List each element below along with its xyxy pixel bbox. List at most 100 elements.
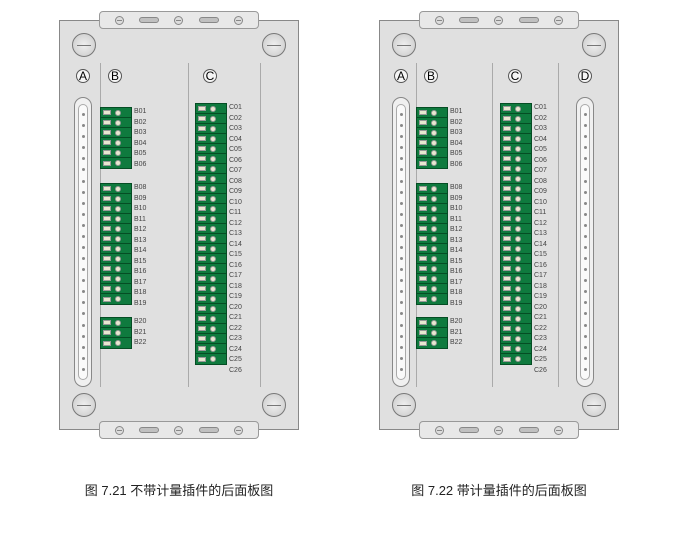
- terminal-row: [196, 154, 226, 164]
- pin-label: C12: [534, 219, 554, 229]
- pin-label: C16: [229, 261, 249, 271]
- terminal-pad: [103, 276, 111, 281]
- terminal-pad: [419, 140, 427, 145]
- terminal-pad: [503, 176, 511, 181]
- terminal-pad: [198, 156, 206, 161]
- pin-label: B13: [134, 236, 154, 246]
- pin-label: C18: [534, 282, 554, 292]
- terminal-block-C: [195, 103, 227, 365]
- db-pin: [584, 335, 587, 338]
- terminal-row: [101, 318, 131, 328]
- terminal-hole: [431, 256, 437, 262]
- db-pin: [400, 235, 403, 238]
- db-pin: [584, 157, 587, 160]
- edge-pill: [139, 427, 159, 433]
- edge-connector-top: [99, 11, 259, 29]
- pin-label: C11: [534, 208, 554, 218]
- pin-label: C14: [534, 240, 554, 250]
- pin-label: B21: [450, 328, 470, 338]
- terminal-hole: [210, 256, 216, 262]
- terminal-hole: [115, 196, 121, 202]
- pin-label: B05: [450, 149, 470, 159]
- terminal-pad: [503, 346, 511, 351]
- corner-screw-tl: [72, 33, 96, 57]
- terminal-pad: [503, 166, 511, 171]
- column-label-A: A: [394, 69, 408, 83]
- terminal-row: [196, 284, 226, 294]
- terminal-row: [196, 194, 226, 204]
- terminal-hole: [210, 196, 216, 202]
- terminal-hole: [115, 206, 121, 212]
- terminal-pad: [503, 186, 511, 191]
- pin-label: C01: [229, 103, 249, 113]
- terminal-pad: [103, 266, 111, 271]
- db-pin: [82, 124, 85, 127]
- terminal-pad: [503, 116, 511, 121]
- terminal-row: [101, 328, 131, 338]
- pin-label: B15: [134, 257, 154, 267]
- pin-label: B15: [450, 257, 470, 267]
- pin-label: C25: [229, 355, 249, 365]
- terminal-block-B: [416, 107, 448, 169]
- terminal-row: [501, 324, 531, 334]
- terminal-row: [101, 224, 131, 234]
- terminal-pad: [419, 186, 427, 191]
- terminal-hole: [210, 146, 216, 152]
- corner-screw-tr: [262, 33, 286, 57]
- terminal-pad: [419, 330, 427, 335]
- terminal-block-B: [100, 317, 132, 349]
- db-pin: [400, 268, 403, 271]
- pin-label: B10: [450, 204, 470, 214]
- terminal-pad: [198, 326, 206, 331]
- terminal-pad: [103, 196, 111, 201]
- pin-label: B09: [450, 194, 470, 204]
- right-panel-wrap: ABB01B02B03B04B05B06B08B09B10B11B12B13B1…: [379, 20, 619, 499]
- pin-label: C11: [229, 208, 249, 218]
- terminal-row: [501, 144, 531, 154]
- terminal-row: [196, 244, 226, 254]
- pin-label: C05: [534, 145, 554, 155]
- terminal-pad: [503, 326, 511, 331]
- terminal-hole: [431, 120, 437, 126]
- terminal-row: [101, 338, 131, 348]
- terminal-row: [501, 274, 531, 284]
- db-pin: [400, 346, 403, 349]
- db-pin: [400, 246, 403, 249]
- terminal-pad: [419, 196, 427, 201]
- terminal-row: [196, 114, 226, 124]
- terminal-hole: [115, 236, 121, 242]
- section-divider: [492, 63, 493, 387]
- pin-label: B17: [134, 278, 154, 288]
- terminal-row: [196, 354, 226, 364]
- db-pin: [584, 312, 587, 315]
- db-pin: [400, 301, 403, 304]
- db-pin: [400, 135, 403, 138]
- terminal-row: [417, 294, 447, 304]
- terminal-row: [417, 204, 447, 214]
- terminal-hole: [115, 226, 121, 232]
- terminal-row: [501, 354, 531, 364]
- corner-screw-br: [262, 393, 286, 417]
- terminal-row: [196, 204, 226, 214]
- terminal-pad: [103, 341, 111, 346]
- terminal-pad: [198, 306, 206, 311]
- pin-label: C19: [229, 292, 249, 302]
- db-pin: [400, 290, 403, 293]
- pin-label: C15: [534, 250, 554, 260]
- pin-label: B12: [134, 225, 154, 235]
- db-pin: [400, 146, 403, 149]
- pin-label: C03: [229, 124, 249, 134]
- pin-label: C09: [229, 187, 249, 197]
- pin-label: C10: [534, 198, 554, 208]
- db-pin: [584, 279, 587, 282]
- terminal-hole: [431, 276, 437, 282]
- pin-label: B01: [450, 107, 470, 117]
- pin-label: B19: [450, 299, 470, 309]
- terminal-hole: [210, 166, 216, 172]
- terminal-pad: [198, 196, 206, 201]
- terminal-pad: [419, 236, 427, 241]
- terminal-pad: [198, 226, 206, 231]
- terminal-pad: [103, 110, 111, 115]
- terminal-row: [501, 234, 531, 244]
- terminal-row: [196, 314, 226, 324]
